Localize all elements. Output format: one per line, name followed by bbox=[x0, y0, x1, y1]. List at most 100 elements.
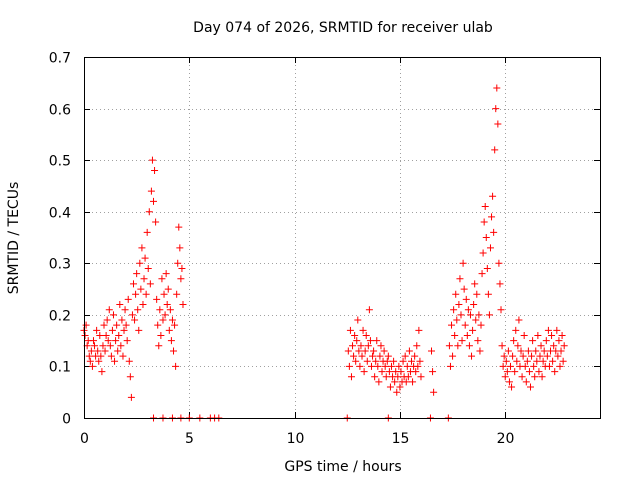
data-point bbox=[520, 331, 528, 339]
data-point bbox=[115, 331, 123, 339]
data-point bbox=[159, 316, 167, 324]
data-point bbox=[476, 347, 484, 355]
data-point bbox=[370, 347, 378, 355]
data-point bbox=[174, 259, 182, 267]
data-point bbox=[360, 368, 368, 376]
data-point bbox=[163, 301, 171, 309]
data-point bbox=[369, 352, 377, 360]
data-point bbox=[89, 337, 97, 345]
data-point bbox=[544, 326, 552, 334]
data-point bbox=[175, 223, 183, 231]
data-point bbox=[405, 347, 413, 355]
data-point bbox=[103, 316, 111, 324]
data-point bbox=[505, 378, 513, 386]
data-point bbox=[408, 357, 416, 365]
data-point bbox=[380, 347, 388, 355]
data-point bbox=[122, 321, 130, 329]
data-point bbox=[401, 352, 409, 360]
data-point bbox=[551, 368, 559, 376]
data-point bbox=[430, 388, 438, 396]
data-point bbox=[373, 337, 381, 345]
data-point bbox=[150, 197, 158, 205]
data-point bbox=[518, 373, 526, 381]
data-point bbox=[112, 337, 120, 345]
data-point bbox=[121, 306, 129, 314]
data-point bbox=[102, 331, 110, 339]
data-point bbox=[86, 357, 94, 365]
data-point bbox=[498, 342, 506, 350]
data-point bbox=[173, 290, 181, 298]
data-point bbox=[508, 383, 516, 391]
data-point bbox=[554, 352, 562, 360]
data-point bbox=[145, 208, 153, 216]
data-point bbox=[101, 347, 109, 355]
data-point bbox=[97, 352, 105, 360]
data-point bbox=[528, 352, 536, 360]
data-point bbox=[491, 146, 499, 154]
data-point bbox=[129, 280, 137, 288]
data-point bbox=[395, 362, 403, 370]
data-point bbox=[136, 259, 144, 267]
data-point bbox=[466, 311, 474, 319]
data-point bbox=[526, 383, 534, 391]
data-point bbox=[512, 326, 520, 334]
data-point bbox=[454, 342, 462, 350]
data-point bbox=[383, 357, 391, 365]
y-tick-label: 0.7 bbox=[49, 51, 71, 67]
data-point bbox=[179, 301, 187, 309]
data-point bbox=[494, 120, 502, 128]
y-tick-label: 0.3 bbox=[49, 257, 71, 273]
data-point bbox=[381, 362, 389, 370]
data-point bbox=[95, 357, 103, 365]
data-point bbox=[451, 331, 459, 339]
data-point bbox=[404, 373, 412, 381]
data-point bbox=[445, 342, 453, 350]
data-point bbox=[474, 337, 482, 345]
data-point bbox=[402, 378, 410, 386]
data-point bbox=[460, 285, 468, 293]
data-point bbox=[116, 301, 124, 309]
data-point bbox=[492, 105, 500, 113]
data-point bbox=[452, 290, 460, 298]
data-point bbox=[366, 337, 374, 345]
data-point bbox=[483, 264, 491, 272]
data-point bbox=[482, 234, 490, 241]
data-point bbox=[493, 84, 501, 92]
data-point bbox=[485, 311, 493, 319]
data-point bbox=[108, 326, 116, 334]
data-point bbox=[532, 347, 540, 355]
data-point bbox=[132, 290, 140, 298]
data-point bbox=[133, 270, 141, 278]
data-point bbox=[135, 326, 143, 334]
data-point bbox=[390, 357, 398, 365]
data-points bbox=[80, 84, 568, 422]
data-point bbox=[500, 352, 508, 360]
data-point bbox=[81, 331, 89, 339]
chart-title: Day 074 of 2026, SRMTID for receiver ula… bbox=[193, 20, 493, 36]
data-point bbox=[403, 362, 411, 370]
data-point bbox=[448, 321, 456, 329]
data-point bbox=[355, 347, 363, 355]
data-point bbox=[164, 285, 172, 293]
x-tick-labels: 0 5 10 15 20 bbox=[80, 431, 514, 447]
data-point bbox=[94, 347, 102, 355]
y-tick-labels: 0 0.1 0.2 0.3 0.4 0.5 0.6 0.7 bbox=[49, 51, 71, 428]
data-point bbox=[365, 306, 373, 314]
data-point bbox=[346, 326, 354, 334]
data-point bbox=[118, 316, 126, 324]
data-point bbox=[141, 254, 149, 262]
data-point bbox=[127, 393, 135, 401]
data-point bbox=[499, 362, 507, 370]
data-point bbox=[519, 352, 527, 360]
data-point bbox=[119, 352, 127, 360]
data-point bbox=[345, 362, 353, 370]
data-point bbox=[464, 306, 472, 314]
data-point bbox=[377, 342, 385, 350]
data-point bbox=[156, 306, 164, 314]
data-point bbox=[160, 290, 168, 298]
data-point bbox=[478, 270, 486, 278]
data-point bbox=[93, 326, 101, 334]
data-point bbox=[513, 357, 521, 365]
data-point bbox=[558, 331, 566, 339]
